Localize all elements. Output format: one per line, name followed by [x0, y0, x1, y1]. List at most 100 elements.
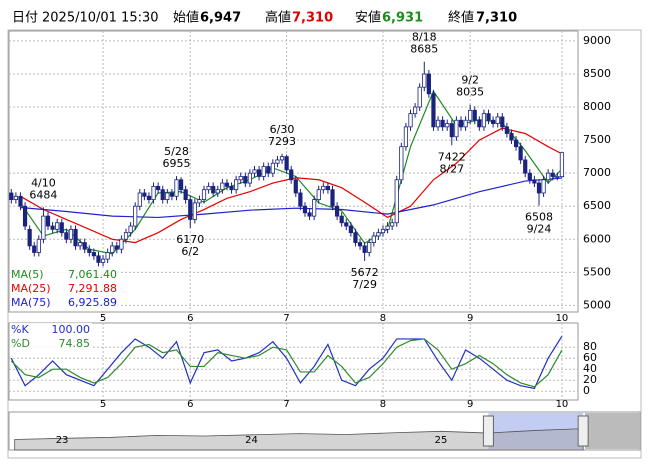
close: 7,310	[476, 11, 517, 26]
candle-body	[169, 192, 174, 197]
range-handle[interactable]	[482, 415, 494, 447]
candle-body	[417, 86, 422, 108]
x-tick-label: 7	[283, 399, 289, 410]
candle-body	[247, 172, 253, 184]
low-label: 安値	[355, 10, 381, 26]
legend-value: 74.85	[59, 337, 91, 350]
candle-body	[9, 192, 14, 201]
candle-body	[353, 232, 358, 243]
navigator-scroll[interactable]	[585, 413, 640, 449]
candle-body	[367, 242, 372, 253]
candle-body	[440, 119, 445, 128]
candle-body	[321, 185, 326, 191]
candle-body	[458, 119, 464, 128]
indicator-line	[10, 338, 563, 388]
annotation-date: 6/2	[181, 245, 199, 258]
candle-body	[339, 215, 344, 224]
candle-body	[431, 93, 436, 128]
y-tick-label: 0	[583, 384, 590, 397]
candle-body	[87, 248, 92, 253]
candle-body	[59, 222, 64, 234]
candle-body	[435, 119, 441, 128]
candle-body	[371, 235, 376, 243]
candle-body	[550, 172, 555, 177]
candle-body	[408, 113, 413, 128]
y-tick-label: 6000	[583, 232, 611, 245]
candle-body	[36, 238, 41, 253]
range-handle[interactable]	[577, 415, 589, 447]
candle-body	[234, 179, 239, 191]
candle-body	[334, 205, 340, 217]
y-tick-label: 7000	[583, 166, 611, 179]
legend-box	[10, 268, 119, 310]
open-label: 始値	[173, 10, 199, 26]
annotation-value: 6484	[29, 188, 57, 201]
y-tick-label: 20	[583, 373, 597, 386]
selection	[488, 413, 584, 449]
candle-body	[45, 215, 51, 227]
y-tick-label: 8000	[583, 100, 611, 113]
candle-body	[55, 222, 60, 230]
candle-body	[362, 245, 367, 253]
candle-body	[215, 189, 220, 194]
candle-body	[243, 176, 248, 184]
candle-body	[289, 169, 294, 181]
annotation-date: 9/2	[461, 74, 479, 87]
candle-body	[449, 123, 454, 138]
candle-body	[68, 228, 74, 240]
x-tick-label: 5	[100, 313, 106, 324]
candle-body	[256, 169, 262, 177]
candle-body	[220, 182, 225, 191]
candle-body	[500, 116, 505, 128]
candle-body	[463, 119, 468, 128]
candle-body	[468, 109, 473, 121]
annotation-date: 8/27	[439, 162, 464, 175]
annotation-value: 8035	[456, 86, 484, 99]
annotation-date: 8/18	[412, 31, 437, 44]
stoch-panel	[8, 322, 579, 401]
legend-name: MA(25)	[11, 282, 51, 295]
candle-body	[445, 123, 450, 128]
annotation-value: 7293	[268, 135, 296, 148]
x-tick-label: 8	[380, 399, 386, 410]
candle-body	[504, 126, 509, 134]
candle-body	[399, 146, 404, 181]
candle-body	[123, 232, 129, 240]
candle-body	[403, 126, 409, 148]
candle-body	[385, 225, 390, 230]
datetime: 2025/10/01 15:30	[42, 11, 159, 26]
candle-body	[325, 185, 331, 191]
candle-body	[110, 245, 115, 253]
x-tick-label: 6	[187, 313, 193, 324]
date-label: 日付	[12, 11, 38, 26]
candle-body	[174, 179, 179, 197]
close-label: 終値	[448, 10, 474, 26]
candle-body	[82, 242, 87, 250]
x-tick-label: 6	[187, 399, 193, 410]
y-tick-label: 8500	[583, 67, 611, 80]
candle-body	[96, 255, 101, 263]
legend-name: MA(5)	[11, 268, 44, 281]
x-tick-label: 7	[283, 313, 289, 324]
low: 6,931	[382, 11, 423, 26]
x-tick-label: 9	[467, 313, 473, 324]
high: 7,310	[292, 11, 333, 26]
candle-body	[160, 189, 165, 201]
candle-body	[192, 202, 197, 220]
candle-body	[481, 113, 487, 128]
candle-body	[413, 106, 418, 115]
candle-body	[513, 139, 519, 148]
candle-body	[105, 252, 110, 260]
candle-body	[422, 73, 427, 88]
candle-body	[523, 159, 528, 174]
candle-body	[32, 245, 37, 253]
x-tick-label: 24	[245, 435, 258, 446]
candle-body	[394, 179, 399, 224]
candle-body	[426, 73, 431, 95]
candle-body	[279, 156, 285, 161]
annotation-date: 5/28	[164, 145, 189, 158]
candle-body	[527, 172, 532, 181]
candle-body	[454, 119, 459, 138]
